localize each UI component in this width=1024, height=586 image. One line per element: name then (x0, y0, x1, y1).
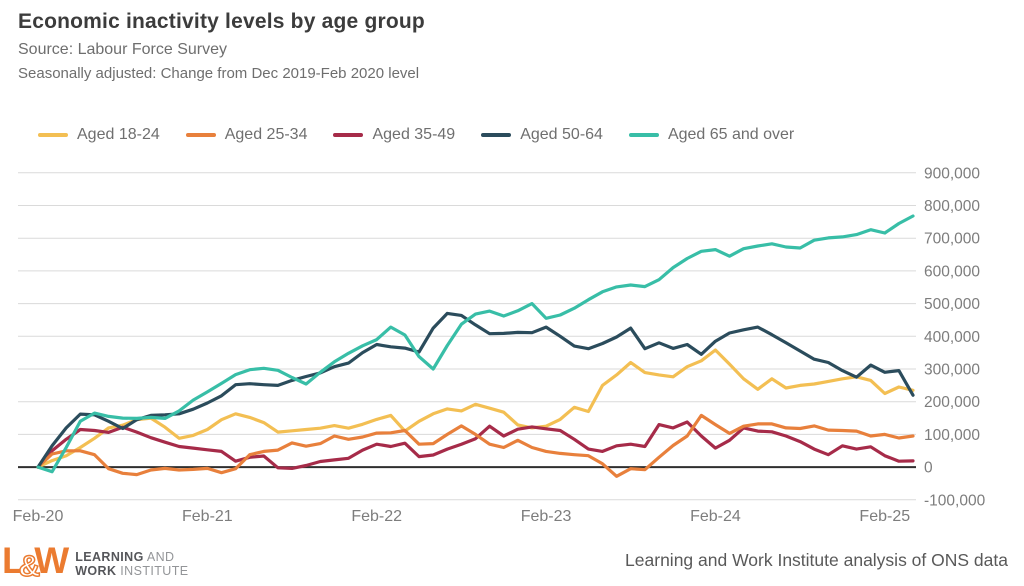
y-axis-tick-label: 200,000 (924, 394, 980, 411)
x-axis-tick-label: Feb-20 (13, 508, 64, 525)
lw-logo-text: LEARNING AND WORK INSTITUTE (75, 548, 188, 578)
legend-label: Aged 65 and over (667, 126, 795, 143)
y-axis-tick-label: -100,000 (924, 492, 986, 509)
x-axis-tick-label: Feb-24 (690, 508, 741, 525)
logo-word-work: WORK (75, 563, 117, 578)
legend-label: Aged 25-34 (224, 126, 308, 143)
y-axis-tick-label: 300,000 (924, 362, 980, 379)
series-line-aged-25-34 (36, 413, 915, 478)
series-line-aged-50-64 (36, 311, 915, 469)
lw-logo-ampersand: & (18, 549, 41, 584)
y-axis-tick-label: 600,000 (924, 263, 980, 280)
chart-note: Seasonally adjusted: Change from Dec 201… (18, 65, 420, 82)
legend-item-aged-65-and-over: Aged 65 and over (628, 126, 795, 144)
series-line-aged-35-49 (36, 420, 915, 470)
y-axis-tick-label: 800,000 (924, 198, 980, 215)
lw-logo: L&W LEARNING AND WORK INSTITUTE (2, 540, 188, 584)
y-axis-tick-label: 400,000 (924, 329, 980, 346)
legend-label: Aged 35-49 (372, 126, 456, 143)
legend-label: Aged 18-24 (77, 126, 160, 143)
lw-logo-mark: L&W (2, 540, 69, 584)
chart-source: Source: Labour Force Survey (18, 41, 227, 58)
legend-swatch (38, 133, 68, 137)
legend-swatch (333, 133, 364, 137)
legend: Aged 18-24 Aged 25-34 Aged 35-49 Aged 50-64… (38, 126, 794, 144)
legend-swatch (628, 133, 659, 137)
y-axis-tick-label: 900,000 (924, 165, 980, 182)
chart-title: Economic inactivity levels by age group (18, 10, 425, 33)
attribution: Learning and Work Institute analysis of … (625, 550, 1008, 570)
x-axis-tick-label: Feb-25 (859, 508, 910, 525)
y-axis-tick-label: 700,000 (924, 231, 980, 248)
legend-item-aged-50-64: Aged 50-64 (481, 126, 603, 144)
y-axis-tick-label: 100,000 (924, 427, 980, 444)
x-axis-tick-label: Feb-21 (182, 508, 233, 525)
legend-item-aged-35-49: Aged 35-49 (333, 126, 455, 144)
x-axis-tick-label: Feb-23 (521, 508, 572, 525)
series-line-aged-18-24 (36, 348, 915, 469)
x-axis-tick-label: Feb-22 (351, 508, 402, 525)
legend-label: Aged 50-64 (520, 126, 603, 143)
logo-word-institute: INSTITUTE (116, 563, 189, 578)
y-axis-tick-label: 500,000 (924, 296, 980, 313)
y-axis-tick-label: 0 (924, 460, 933, 477)
series-line-aged-65-and-over (36, 214, 915, 474)
logo-word-and: AND (143, 549, 175, 564)
legend-item-aged-25-34: Aged 25-34 (185, 126, 308, 144)
logo-word-learning: LEARNING (75, 549, 144, 564)
legend-swatch (481, 133, 512, 137)
legend-item-aged-18-24: Aged 18-24 (38, 126, 160, 144)
legend-swatch (185, 133, 216, 137)
